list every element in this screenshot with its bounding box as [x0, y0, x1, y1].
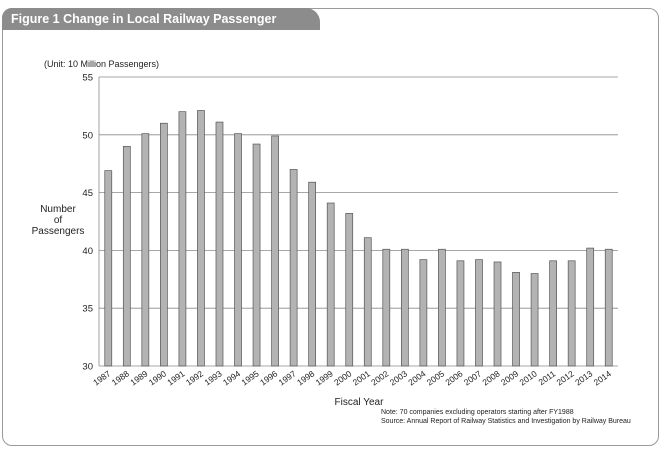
- bar-1994: [234, 133, 242, 367]
- bar-2012: [567, 260, 576, 367]
- y-axis-label-line-1: Number: [40, 204, 76, 215]
- bar-1998: [308, 181, 317, 367]
- x-tick-label: 2013: [573, 368, 594, 387]
- y-tick-label: 35: [82, 304, 93, 315]
- x-tick-label: 1989: [128, 368, 149, 387]
- bar-2005: [438, 248, 446, 367]
- bar-1987: [104, 170, 113, 367]
- bar-2000: [345, 213, 354, 367]
- x-axis-label: Fiscal Year: [335, 397, 385, 408]
- bar-2013: [586, 247, 595, 367]
- x-tick-label: 1990: [147, 368, 168, 387]
- bar-1992: [197, 110, 205, 367]
- x-tick-label: 1994: [221, 368, 242, 387]
- y-tick-label: 30: [82, 362, 93, 373]
- bar-1989: [141, 133, 150, 367]
- x-tick-label: 2007: [462, 368, 483, 387]
- x-tick-label: 2012: [555, 368, 576, 387]
- bar-2004: [419, 259, 428, 367]
- x-tick-label: 2001: [351, 368, 372, 387]
- bar-2010: [530, 273, 539, 367]
- bar-2011: [549, 260, 557, 367]
- x-tick-label: 2005: [425, 368, 446, 387]
- bar-1997: [289, 169, 298, 367]
- note-line: Note: 70 companies excluding operators s…: [381, 409, 574, 416]
- bar-2002: [382, 248, 391, 367]
- x-tick-label: 1999: [314, 368, 335, 387]
- bar-1993: [215, 121, 224, 367]
- x-tick-label: 2004: [406, 368, 427, 387]
- unit-label: (Unit: 10 Million Passengers): [44, 59, 159, 69]
- y-tick-label: 45: [82, 188, 93, 199]
- y-axis-label-line-2: of: [54, 215, 63, 226]
- y-tick-label: 50: [82, 130, 93, 141]
- x-tick-label: 2011: [537, 368, 558, 387]
- y-axis-label-line-3: Passengers: [32, 226, 85, 237]
- bar-2001: [363, 237, 372, 367]
- x-tick-label: 1988: [110, 368, 131, 387]
- x-tick-label: 2000: [332, 368, 353, 387]
- bar-1999: [326, 202, 335, 367]
- x-tick-label: 1991: [165, 368, 186, 387]
- bar-1988: [122, 146, 131, 367]
- x-tick-label: 1997: [277, 368, 298, 387]
- y-tick-label: 40: [82, 246, 93, 257]
- x-tick-label: 2008: [480, 368, 501, 387]
- x-tick-label: 1996: [258, 368, 279, 387]
- x-tick-label: 2010: [518, 368, 539, 387]
- y-tick-label: 55: [82, 73, 93, 84]
- bar-2009: [512, 272, 520, 367]
- x-tick-label: 1992: [184, 368, 205, 387]
- x-tick-label: 2009: [499, 368, 520, 387]
- x-tick-label: 2006: [443, 368, 464, 387]
- x-tick-label: 1987: [91, 368, 112, 387]
- bar-1991: [178, 111, 187, 367]
- source-line: Source: Annual Report of Railway Statist…: [381, 418, 631, 425]
- bar-2014: [604, 248, 613, 367]
- bar-1996: [271, 135, 279, 367]
- bar-1995: [252, 143, 261, 367]
- x-tick-label: 2014: [592, 368, 613, 387]
- x-tick-label: 1995: [239, 368, 260, 387]
- bar-1990: [160, 122, 168, 367]
- bar-2008: [493, 261, 502, 367]
- x-tick-label: 1998: [295, 368, 316, 387]
- bar-2006: [456, 260, 465, 367]
- bar-2003: [400, 248, 409, 367]
- bar-2007: [475, 259, 483, 367]
- figure-title: Figure 1 Change in Local Railway Passeng…: [2, 8, 320, 48]
- x-tick-label: 2003: [388, 368, 409, 387]
- x-tick-label: 2002: [369, 368, 390, 387]
- x-tick-label: 1993: [202, 368, 223, 387]
